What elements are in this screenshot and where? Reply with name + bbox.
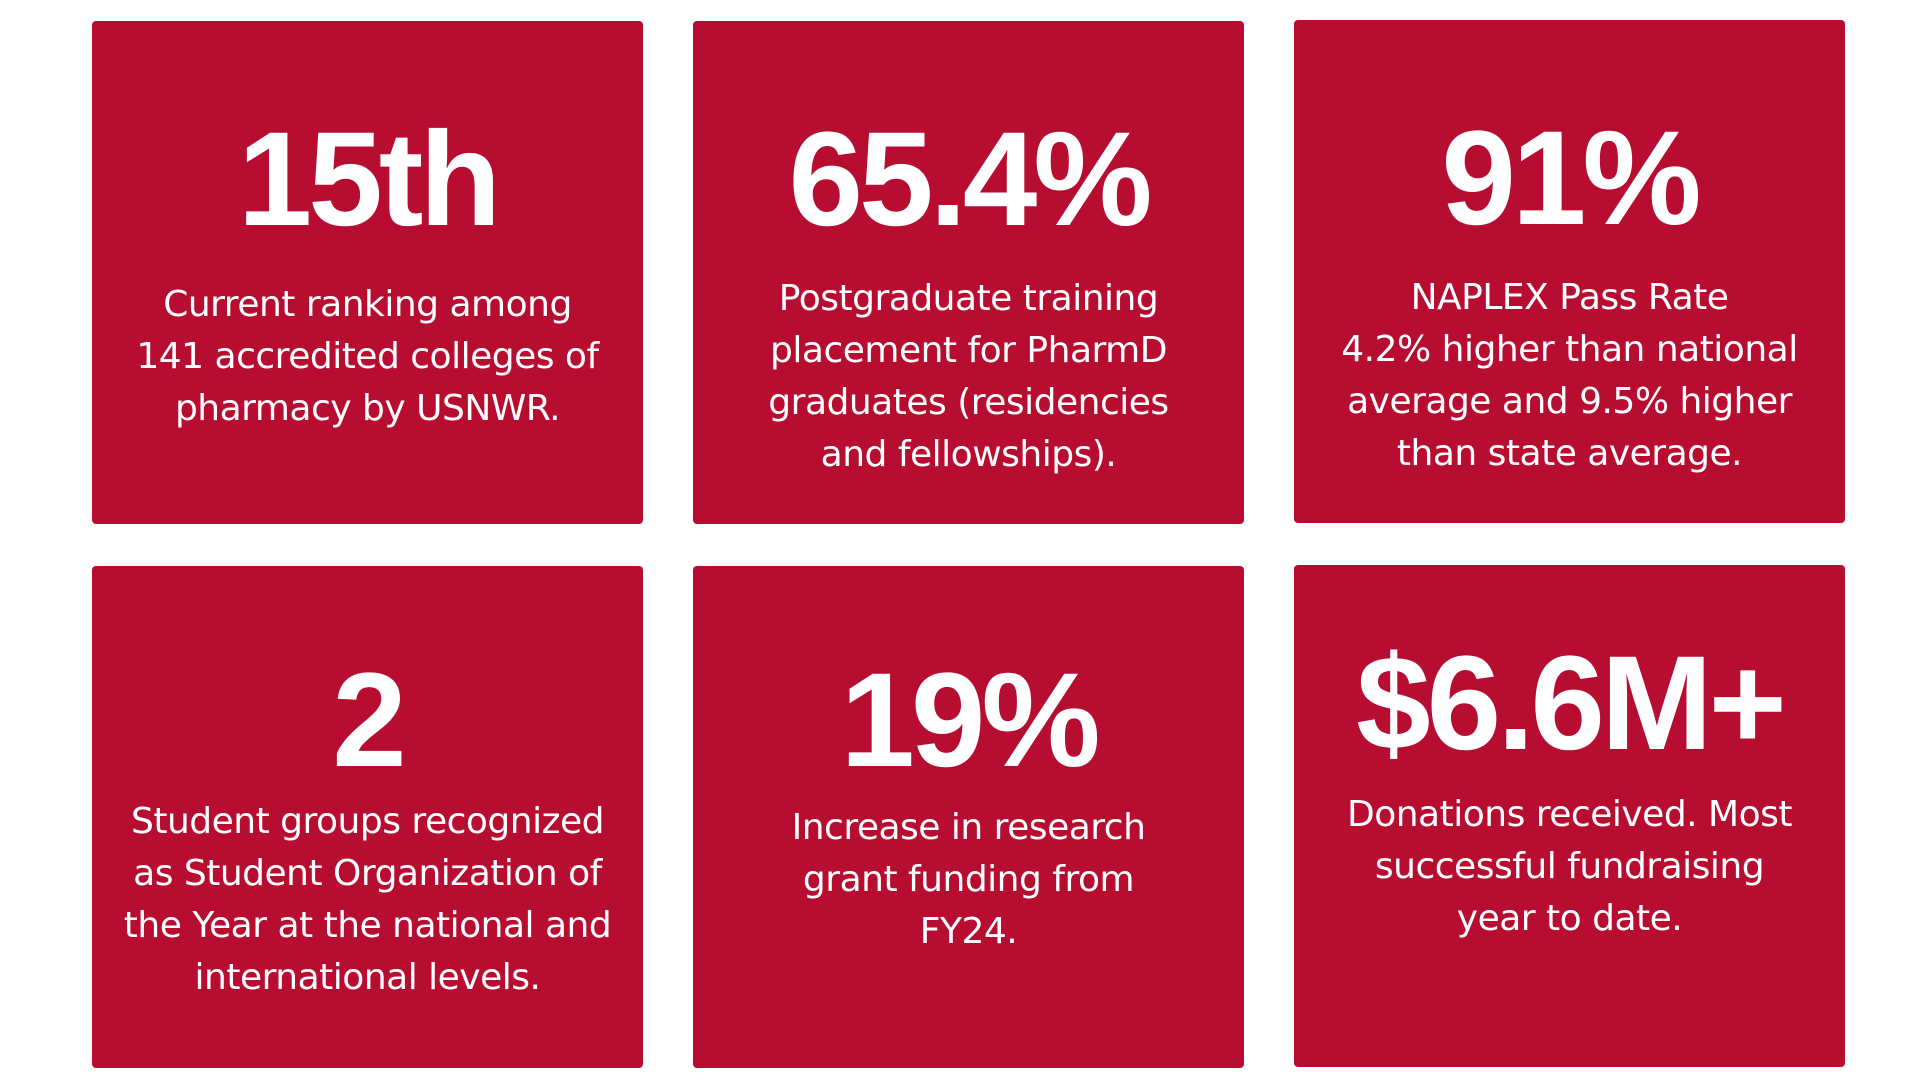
stat-value: 2	[332, 646, 407, 795]
stat-value: 91%	[1441, 104, 1701, 253]
stat-description: Current ranking among 141 accredited col…	[110, 279, 625, 435]
stat-description: NAPLEX Pass Rate 4.2% higher than nation…	[1312, 272, 1827, 480]
stat-value: 15th	[237, 105, 502, 254]
stat-card-research-funding: 19% Increase in research grant funding f…	[693, 566, 1244, 1068]
stat-description: Student groups recognized as Student Org…	[110, 796, 625, 1004]
description-line: than state average.	[1396, 433, 1743, 474]
stat-card-naplex-pass-rate: 91% NAPLEX Pass Rate 4.2% higher than na…	[1294, 20, 1845, 523]
description-line: pharmacy by USNWR.	[174, 388, 561, 429]
description-line: placement for PharmD	[770, 330, 1167, 371]
stat-card-donations: $6.6M+ Donations received. Most successf…	[1294, 565, 1845, 1067]
stat-card-postgraduate-placement: 65.4% Postgraduate training placement fo…	[693, 21, 1244, 524]
stat-description: Donations received. Most successful fund…	[1312, 789, 1827, 945]
description-line: Current ranking among	[163, 284, 572, 325]
description-line: graduates (residencies	[768, 382, 1169, 423]
description-line: the Year at the national and	[123, 905, 612, 946]
description-line: and fellowships).	[820, 434, 1117, 475]
stat-card-student-groups: 2 Student groups recognized as Student O…	[92, 566, 643, 1068]
description-line: Student groups recognized	[131, 801, 604, 842]
description-line: successful fundraising	[1374, 846, 1765, 887]
stat-value: 19%	[840, 646, 1100, 795]
description-line: FY24.	[919, 911, 1018, 952]
description-line: NAPLEX Pass Rate	[1410, 277, 1729, 318]
description-line: Postgraduate training	[778, 278, 1159, 319]
description-line: Donations received. Most	[1346, 794, 1793, 835]
description-line: average and 9.5% higher	[1347, 381, 1792, 422]
description-line: year to date.	[1456, 898, 1683, 939]
description-line: Increase in research	[791, 807, 1146, 848]
stat-value: 65.4%	[788, 105, 1153, 254]
description-line: 141 accredited colleges of	[136, 336, 599, 377]
stat-card-ranking: 15th Current ranking among 141 accredite…	[92, 21, 643, 524]
description-line: grant funding from	[802, 859, 1135, 900]
description-line: 4.2% higher than national	[1341, 329, 1798, 370]
stat-description: Postgraduate training placement for Phar…	[711, 273, 1226, 481]
description-line: international levels.	[194, 957, 541, 998]
stat-value: $6.6M+	[1356, 629, 1787, 778]
stat-description: Increase in research grant funding from …	[711, 802, 1226, 958]
description-line: as Student Organization of	[133, 853, 602, 894]
